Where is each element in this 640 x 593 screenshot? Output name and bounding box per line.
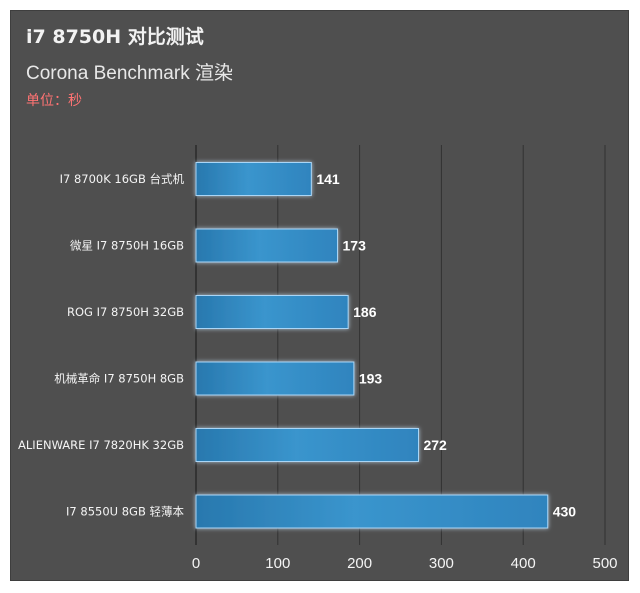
x-tick-label: 300 bbox=[429, 555, 454, 572]
x-tick-label: 500 bbox=[592, 555, 617, 572]
chart-title: i7 8750H 对比测试 bbox=[26, 26, 204, 48]
bar bbox=[195, 295, 349, 329]
category-label: ALIENWARE I7 7820HK 32GB bbox=[18, 438, 184, 452]
category-label: ROG I7 8750H 32GB bbox=[67, 305, 184, 319]
data-label: 430 bbox=[553, 504, 577, 520]
category-label: 机械革命 I7 8750H 8GB bbox=[54, 372, 184, 386]
chart-subtitle: Corona Benchmark 渲染 bbox=[26, 63, 233, 84]
data-label: 272 bbox=[423, 437, 447, 453]
bar bbox=[195, 361, 355, 396]
data-label: 193 bbox=[359, 371, 383, 387]
bar bbox=[195, 162, 312, 196]
unit-label: 单位：秒 bbox=[26, 93, 82, 109]
labels: 0 100 200 300 400 500 I7 8700K 16GB 台式机 141 微星 I… bbox=[18, 171, 617, 572]
category-label: 微星 I7 8750H 16GB bbox=[70, 239, 184, 253]
bar bbox=[195, 228, 339, 263]
data-label: 173 bbox=[343, 238, 367, 254]
bar bbox=[195, 428, 419, 462]
x-tick-label: 200 bbox=[347, 555, 372, 572]
bars bbox=[195, 162, 549, 529]
data-label: 186 bbox=[353, 304, 377, 320]
grid-lines bbox=[195, 145, 606, 545]
bar bbox=[195, 494, 549, 529]
x-tick-label: 100 bbox=[265, 555, 290, 572]
data-label: 141 bbox=[316, 171, 340, 187]
category-label: I7 8550U 8GB 轻薄本 bbox=[66, 505, 184, 519]
category-label: I7 8700K 16GB 台式机 bbox=[60, 172, 185, 186]
x-tick-label: 0 bbox=[192, 555, 200, 572]
x-tick-label: 400 bbox=[511, 555, 536, 572]
